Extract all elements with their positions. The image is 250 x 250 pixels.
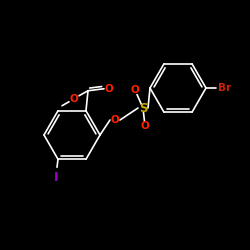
Text: O: O	[130, 85, 140, 95]
Text: O: O	[140, 121, 149, 131]
Text: I: I	[54, 171, 58, 184]
Text: O: O	[70, 94, 78, 104]
Text: O: O	[104, 84, 114, 94]
Text: Br: Br	[218, 83, 232, 93]
Text: O: O	[110, 115, 120, 125]
Text: S: S	[139, 102, 147, 114]
